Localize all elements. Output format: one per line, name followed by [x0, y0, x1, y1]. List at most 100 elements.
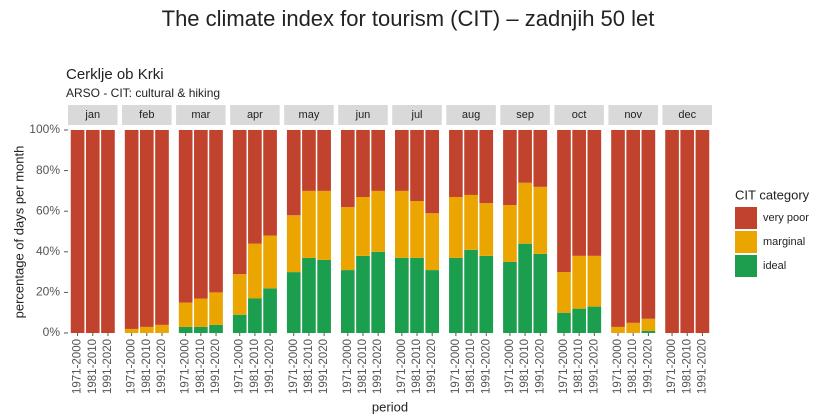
legend-key — [735, 255, 757, 277]
facet-label: may — [299, 109, 320, 121]
bar-segment — [572, 255, 586, 309]
bar-segment — [641, 330, 656, 333]
bar-segment — [317, 259, 331, 333]
x-tick-label: 1991-2020 — [156, 339, 168, 394]
bar-segment — [302, 190, 316, 258]
bar-segment — [680, 130, 695, 333]
x-tick-label: 1981-2010 — [627, 339, 639, 394]
bar-segment — [286, 272, 301, 333]
x-tick-label: 1981-2010 — [681, 339, 693, 394]
bar-segment — [340, 270, 355, 333]
facet-label: nov — [624, 109, 642, 121]
y-tick-label: 60% — [36, 203, 60, 217]
bar-segment — [371, 190, 385, 252]
bar-segment — [425, 213, 440, 271]
bar-segment — [464, 194, 478, 250]
bar-segment — [155, 130, 169, 325]
bar-segment — [248, 243, 262, 299]
bar-segment — [449, 257, 463, 333]
facet-strip — [608, 105, 658, 125]
x-tick-label: 1971-2000 — [558, 339, 570, 394]
x-tick-label: 1991-2020 — [588, 339, 600, 394]
x-tick-label: 1991-2020 — [696, 339, 708, 394]
bar-segment — [425, 270, 440, 333]
x-tick-label: 1971-2000 — [126, 339, 138, 394]
bar-segment — [641, 318, 656, 331]
bar-segment — [533, 186, 548, 254]
facet-label: sep — [516, 109, 534, 121]
bar-segment — [139, 326, 154, 333]
y-tick-label: 20% — [36, 285, 60, 299]
bar-segment — [479, 203, 494, 256]
bar-segment — [572, 130, 586, 256]
bar-segment — [518, 182, 532, 244]
x-tick-label: 1981-2010 — [87, 339, 99, 394]
bar-segment — [263, 235, 277, 289]
x-tick-label: 1971-2000 — [396, 339, 408, 394]
bar-segment — [479, 255, 494, 333]
x-tick-label: 1981-2010 — [465, 339, 477, 394]
facet-label: mar — [191, 109, 210, 121]
bar-segment — [533, 253, 548, 333]
bar-segment — [340, 207, 355, 271]
bar-segment — [449, 196, 463, 258]
x-tick-label: 1981-2010 — [141, 339, 153, 394]
bar-segment — [139, 130, 154, 327]
bar-segment — [248, 298, 262, 333]
bar-segment — [587, 306, 602, 333]
bar-segment — [503, 205, 517, 262]
legend-key — [735, 207, 757, 229]
facet-label: jun — [355, 109, 371, 121]
x-tick-label: 1971-2000 — [288, 339, 300, 394]
facet-strip — [230, 105, 280, 125]
bar-segment — [302, 130, 316, 191]
bar-segment — [178, 302, 193, 327]
bar-segment — [611, 326, 625, 333]
bar-segment — [572, 308, 586, 333]
x-tick-label: 1971-2000 — [180, 339, 192, 394]
x-tick-label: 1981-2010 — [195, 339, 207, 394]
x-tick-label: 1981-2010 — [519, 339, 531, 394]
x-tick-label: 1991-2020 — [534, 339, 546, 394]
x-tick-label: 1991-2020 — [426, 339, 438, 394]
bar-segment — [356, 255, 370, 333]
facet-label: jul — [411, 109, 423, 121]
bar-segment — [395, 190, 409, 258]
bar-segment — [85, 130, 100, 333]
facet-label: jan — [84, 109, 100, 121]
bar-segment — [101, 130, 115, 333]
facet-label: apr — [247, 109, 263, 121]
y-axis-label: percentage of days per month — [11, 146, 26, 319]
bar-segment — [317, 190, 331, 260]
bar-segment — [302, 257, 316, 333]
bar-segment — [557, 312, 571, 333]
bar-segment — [232, 130, 247, 275]
bar-segment — [209, 292, 223, 325]
bar-segment — [626, 130, 641, 323]
bar-segment — [449, 130, 463, 197]
x-tick-label: 1971-2000 — [666, 339, 678, 394]
bar-segment — [70, 130, 85, 333]
bar-segment — [395, 130, 409, 191]
legend-label: ideal — [763, 260, 786, 272]
facet-strip — [284, 105, 334, 125]
bar-segment — [124, 130, 139, 329]
bar-segment — [611, 130, 625, 327]
bar-segment — [410, 130, 424, 202]
x-tick-label: 1971-2000 — [72, 339, 84, 394]
x-tick-label: 1991-2020 — [264, 339, 276, 394]
x-axis-label: period — [372, 399, 408, 414]
bar-segment — [209, 324, 223, 333]
bar-segment — [232, 274, 247, 315]
chart-title: Cerklje ob Krki — [66, 66, 164, 83]
x-tick-label: 1981-2010 — [357, 339, 369, 394]
facet-strip — [554, 105, 604, 125]
facet-strip — [176, 105, 226, 125]
bar-segment — [194, 130, 208, 299]
legend-label: marginal — [763, 236, 805, 248]
bar-segment — [155, 324, 169, 333]
y-tick-label: 40% — [36, 244, 60, 258]
x-tick-label: 1981-2010 — [573, 339, 585, 394]
bar-segment — [356, 130, 370, 197]
